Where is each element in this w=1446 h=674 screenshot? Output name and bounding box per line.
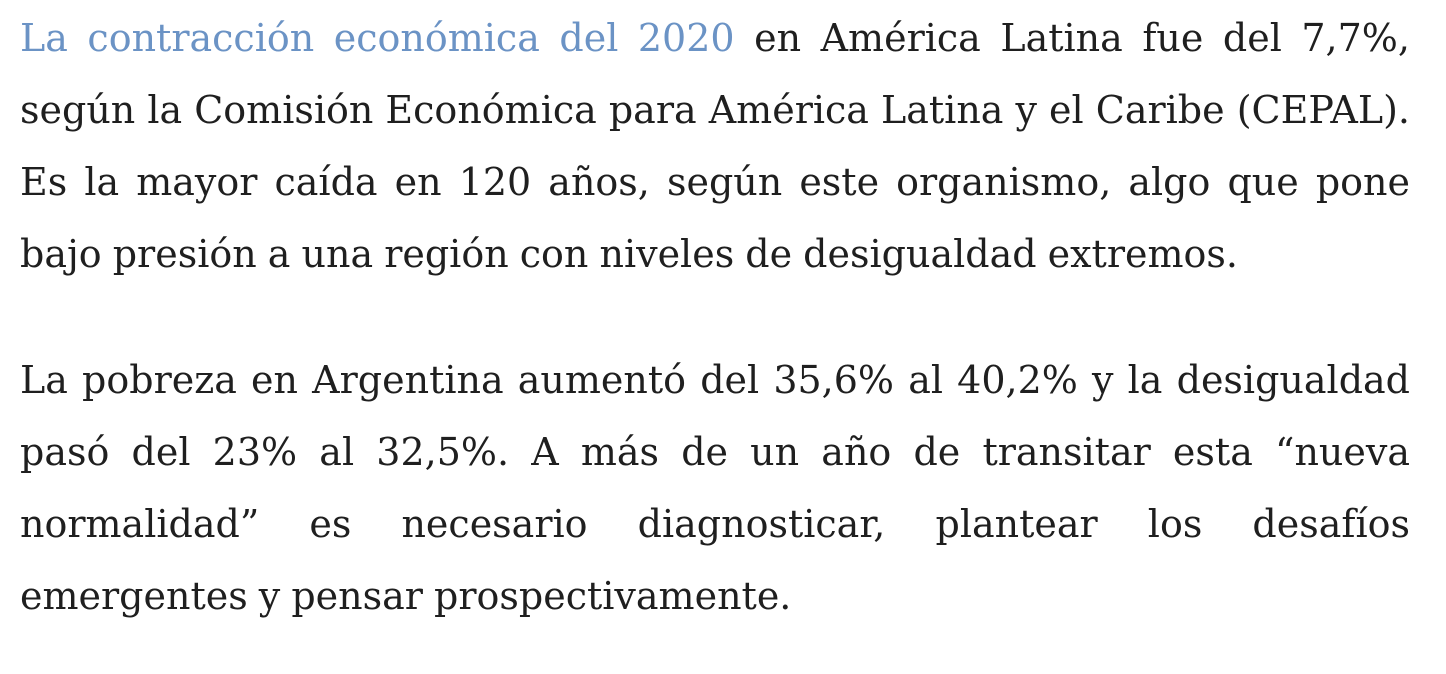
paragraph-poverty-argentina: La pobreza en Argentina aumentó del 35,6…	[20, 344, 1410, 632]
paragraph-economic-contraction: La contracción económica del 2020 en Amé…	[20, 2, 1410, 290]
paragraph-1-text: en América Latina fue del 7,7%, según la…	[20, 16, 1410, 276]
economic-contraction-link[interactable]: La contracción económica del 2020	[20, 16, 735, 60]
paragraph-2-text: La pobreza en Argentina aumentó del 35,6…	[20, 358, 1410, 618]
